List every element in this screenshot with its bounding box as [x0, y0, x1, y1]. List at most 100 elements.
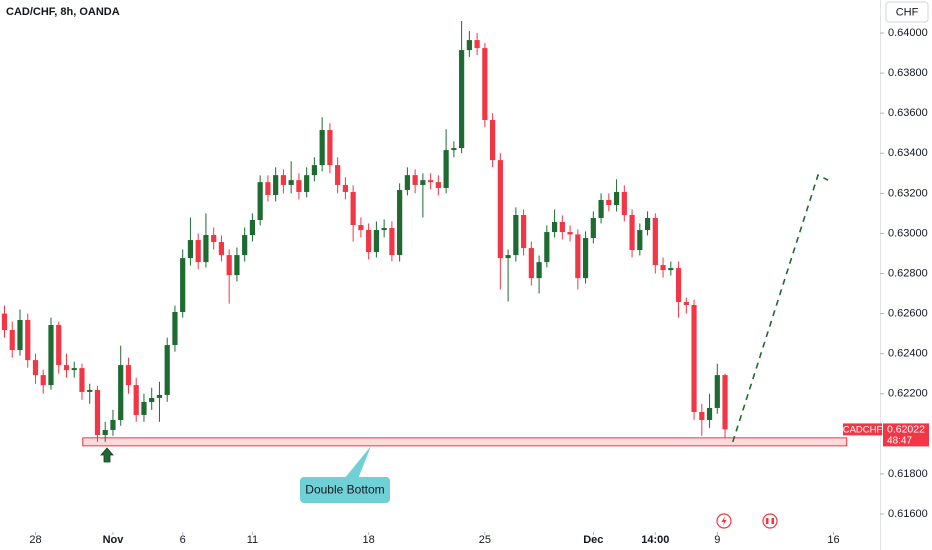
candle-body: [613, 191, 620, 205]
currency-label: CHF: [896, 6, 919, 18]
candle-body: [513, 215, 519, 256]
candle-body: [125, 365, 132, 386]
candle-body: [536, 262, 542, 279]
x-tick-label: Dec: [583, 534, 603, 546]
candle-body: [474, 40, 480, 49]
x-tick-label: 28: [29, 534, 41, 546]
y-tick-label: 0.63000: [888, 227, 928, 239]
candle-body: [575, 234, 581, 279]
candle-body: [373, 230, 379, 253]
candle-body: [714, 375, 720, 408]
candle-body: [528, 248, 534, 279]
candle-body: [451, 148, 457, 151]
candle-body: [505, 255, 511, 259]
candle-body: [102, 430, 108, 436]
candle-body: [435, 182, 441, 188]
y-tick-label: 0.61800: [888, 468, 928, 480]
candle-body: [381, 228, 387, 231]
candle-body: [141, 401, 147, 415]
candle-body: [482, 48, 488, 121]
candle-body: [428, 180, 434, 183]
y-tick-label: 0.64000: [888, 27, 928, 39]
candle-body: [567, 232, 573, 235]
candle-body: [172, 311, 178, 346]
candle-body: [358, 225, 364, 231]
candle-body: [304, 175, 310, 192]
candle-body: [606, 199, 612, 205]
currency-button[interactable]: [885, 1, 929, 23]
candle-body: [699, 411, 705, 420]
candle-body: [110, 419, 116, 431]
callout-pointer: [344, 446, 371, 479]
y-tick-label: 0.63600: [888, 107, 928, 119]
y-tick-label: 0.63200: [888, 187, 928, 199]
x-tick-label: 6: [180, 534, 186, 546]
candle-body: [280, 175, 287, 185]
candle-body: [590, 218, 596, 239]
candle-body: [559, 222, 565, 233]
candle-body: [420, 180, 426, 185]
y-tick-label: 0.63800: [888, 67, 928, 79]
candle-body: [133, 385, 139, 415]
candle-body: [668, 268, 674, 271]
candle-body: [118, 365, 124, 420]
price-tag: [883, 423, 929, 447]
candle-body: [652, 218, 658, 266]
candle-body: [644, 218, 651, 231]
x-tick-label: 9: [714, 534, 720, 546]
countdown-label: 48:47: [887, 436, 912, 447]
candle-body: [629, 215, 635, 251]
candle-body: [9, 330, 15, 351]
candle-body: [211, 235, 217, 243]
symbol-tag-label: CADCHF: [843, 424, 883, 435]
candle-body: [520, 215, 527, 249]
candle-body: [164, 345, 170, 395]
y-tick-label: 0.62600: [888, 307, 928, 319]
candle-body: [156, 394, 163, 398]
x-tick-label: Nov: [103, 534, 125, 546]
flag-icon-center: [768, 518, 772, 524]
chart-title: CAD/CHF, 8h, OANDA: [6, 6, 120, 18]
candle-body: [94, 389, 101, 436]
candle-body: [40, 375, 46, 386]
price-tag-label: 0.62022: [887, 424, 925, 436]
candle-body: [466, 40, 472, 51]
candle-body: [296, 180, 302, 192]
callout-box: [300, 477, 390, 503]
candle-body: [404, 175, 410, 190]
candle-body: [265, 182, 271, 195]
candle-body: [544, 232, 550, 263]
candle-body: [226, 255, 232, 276]
x-tick-label: 25: [479, 534, 491, 546]
candle-body: [203, 235, 209, 263]
candle-body: [722, 375, 728, 430]
candle-body: [660, 265, 666, 271]
candle-body: [149, 397, 155, 402]
x-tick-label: 14:00: [641, 534, 669, 546]
candle-body: [311, 165, 318, 176]
candle-body: [257, 182, 263, 221]
candle-body: [350, 191, 356, 226]
candle-body: [195, 240, 201, 263]
x-tick-label: 18: [363, 534, 375, 546]
candle-body: [319, 130, 325, 166]
y-tick-label: 0.62400: [888, 348, 928, 360]
candle-body: [683, 301, 689, 305]
y-tick-label: 0.62800: [888, 267, 928, 279]
candle-body: [234, 255, 240, 276]
candle-body: [218, 242, 225, 256]
event-icon-glyph: [721, 516, 727, 526]
candle-body: [366, 230, 372, 253]
candle-body: [32, 360, 39, 376]
candle-body: [48, 325, 54, 386]
candle-body: [180, 258, 186, 312]
candle-body: [598, 199, 604, 219]
candle-body: [17, 320, 23, 351]
candle-body: [187, 240, 194, 259]
candle-body: [389, 228, 395, 256]
candle-body: [675, 268, 682, 302]
x-tick-label: 16: [827, 534, 839, 546]
candle-body: [412, 175, 418, 185]
